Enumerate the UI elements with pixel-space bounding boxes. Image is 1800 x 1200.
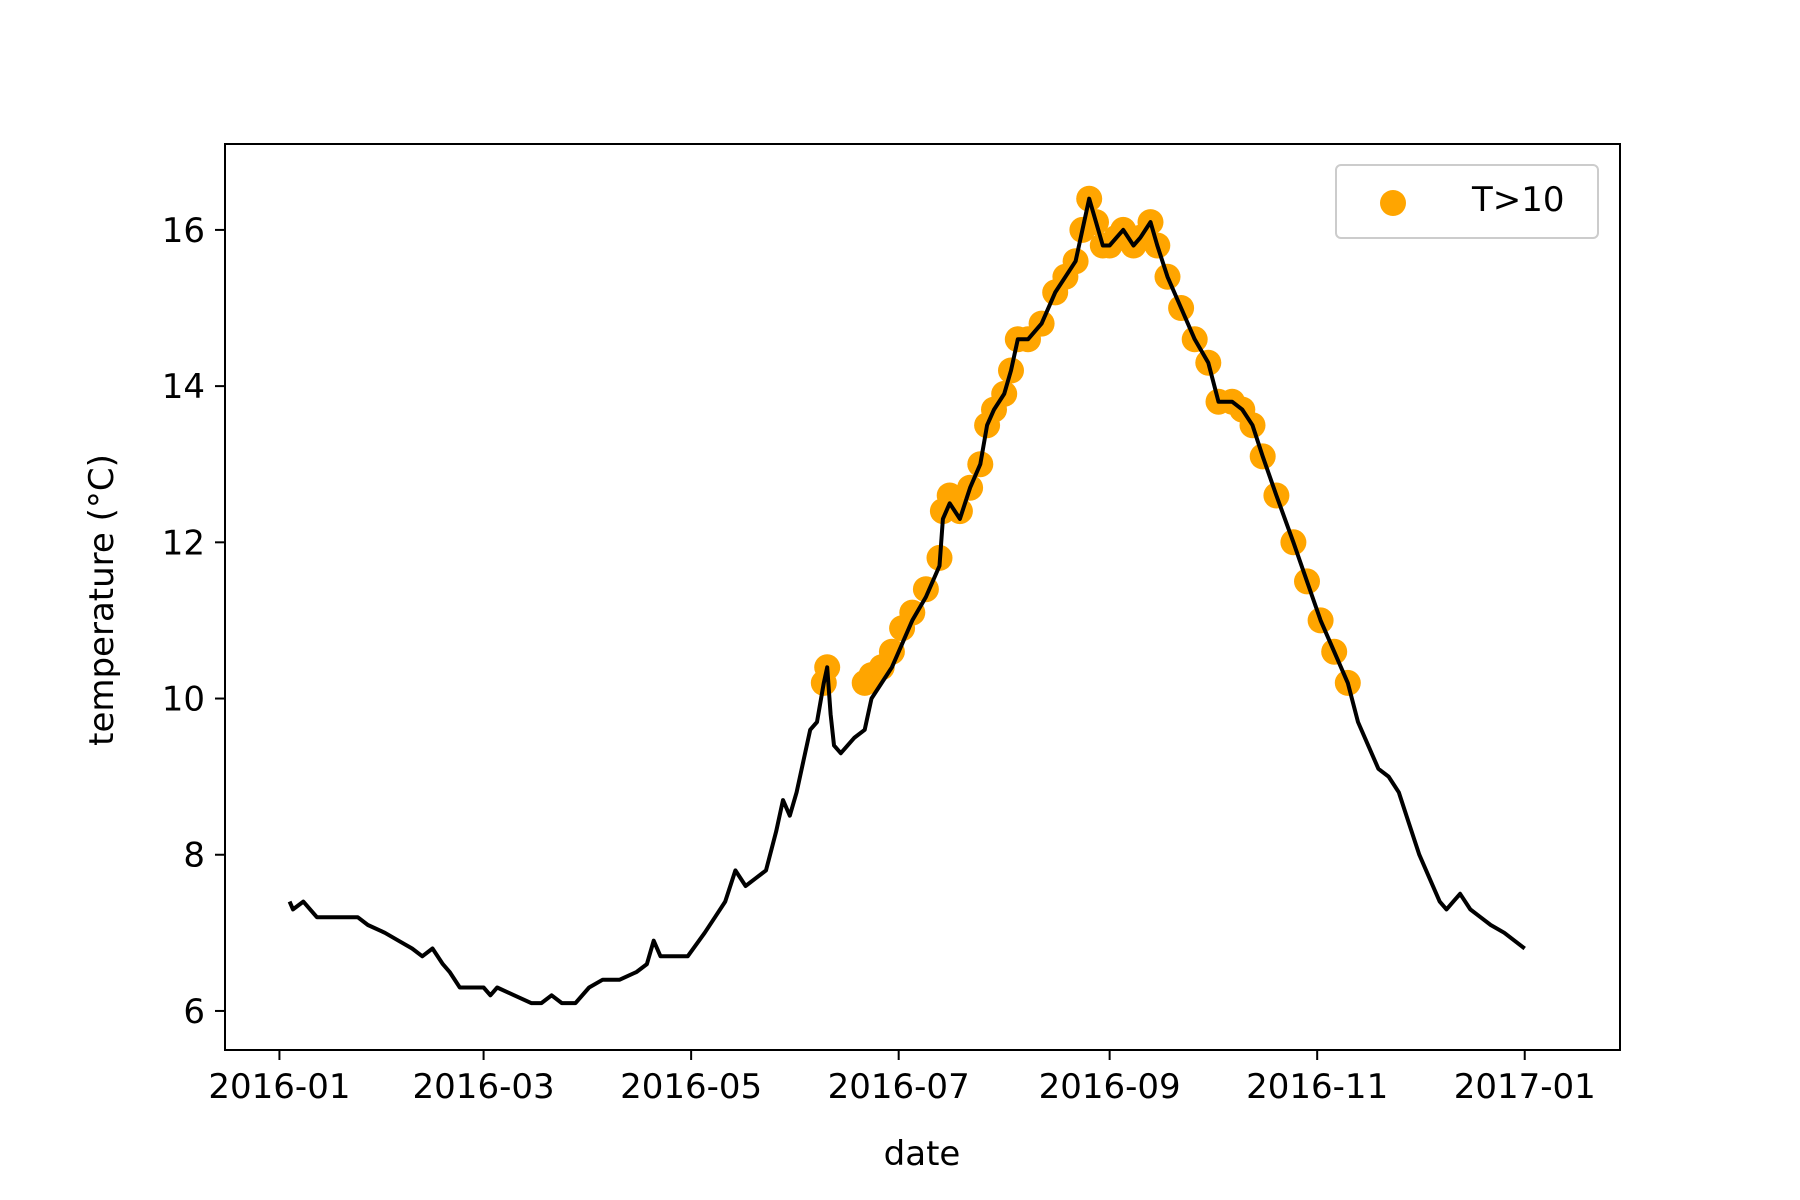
x-tick-label: 2016-05 (620, 1067, 762, 1107)
x-axis-ticks: 2016-01 2016-03 2016-05 2016-07 2016-09 2016-… (208, 1050, 1596, 1107)
y-tick-label: 16 (162, 211, 205, 251)
x-tick-label: 2016-03 (413, 1067, 555, 1107)
legend-box (1335, 164, 1599, 239)
y-tick-label: 8 (183, 836, 205, 876)
y-axis-label: temperature (°C) (82, 454, 122, 746)
y-tick-label: 12 (162, 523, 205, 563)
legend-label-t-gt-10: T>10 (1471, 180, 1565, 220)
y-axis-ticks: 6 8 10 12 14 16 (162, 211, 225, 1032)
plot-marks (287, 185, 1526, 1006)
x-tick-label: 2017-01 (1454, 1067, 1596, 1107)
x-tick-label: 2016-07 (828, 1067, 970, 1107)
x-tick-label: 2016-01 (208, 1067, 350, 1107)
plot-frame (224, 143, 1621, 1051)
x-axis-label: date (884, 1134, 961, 1174)
legend-marker-t-gt-10 (1380, 190, 1406, 216)
x-tick-label: 2016-09 (1039, 1067, 1181, 1107)
temperature-line (287, 196, 1526, 1006)
highlight-point (878, 638, 905, 665)
legend: T>10 (1335, 164, 1599, 239)
x-tick-label: 2016-11 (1246, 1067, 1388, 1107)
y-tick-label: 10 (162, 680, 205, 720)
y-tick-label: 14 (162, 367, 205, 407)
y-tick-label: 6 (183, 992, 205, 1032)
